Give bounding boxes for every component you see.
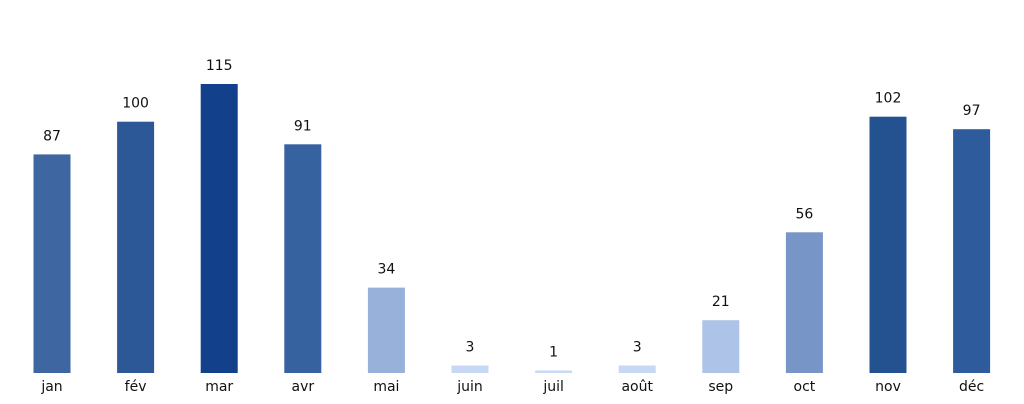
x-tick-label-fév: fév (125, 379, 147, 395)
data-label-nov: 102 (875, 91, 902, 107)
bar-jan (33, 154, 71, 373)
data-label-août: 3 (633, 340, 642, 356)
bar-déc (953, 129, 991, 373)
data-label-juil: 1 (549, 345, 558, 361)
x-tick-label-août: août (621, 379, 653, 395)
data-label-oct: 56 (795, 206, 813, 222)
bar-fév (117, 121, 155, 373)
x-tick-label-juin: juin (456, 379, 483, 395)
x-tick-label-sep: sep (708, 379, 733, 395)
data-label-fév: 100 (122, 96, 149, 112)
bar-oct (785, 232, 823, 373)
data-label-sep: 21 (712, 294, 730, 310)
bar-août (618, 365, 656, 373)
x-tick-label-juil: juil (542, 379, 564, 395)
bars-layer (33, 84, 991, 373)
bar-juil (535, 370, 573, 373)
data-label-mai: 34 (377, 262, 395, 278)
x-tick-label-nov: nov (875, 379, 901, 395)
data-label-déc: 97 (963, 103, 981, 119)
x-axis-tick-labels: jan fév mar avr mai juin juil août sep oct nov déc (40, 379, 984, 395)
x-tick-label-jan: jan (40, 379, 62, 395)
x-tick-label-avr: avr (291, 379, 314, 395)
bar-mai (367, 287, 405, 373)
bar-avr (284, 144, 322, 373)
x-tick-label-oct: oct (794, 379, 816, 395)
x-tick-label-mar: mar (205, 379, 233, 395)
data-label-mar: 115 (206, 58, 233, 74)
bar-nov (869, 116, 907, 373)
x-tick-label-déc: déc (959, 379, 984, 395)
bar-sep (702, 320, 740, 373)
data-label-jan: 87 (43, 128, 61, 144)
data-label-avr: 91 (294, 118, 312, 134)
bar-juin (451, 365, 489, 373)
bar-mar (200, 84, 238, 373)
x-tick-label-mai: mai (373, 379, 399, 395)
data-labels-layer: 87 100 115 91 34 3 1 3 21 56 102 97 (43, 58, 980, 361)
data-label-juin: 3 (466, 340, 475, 356)
